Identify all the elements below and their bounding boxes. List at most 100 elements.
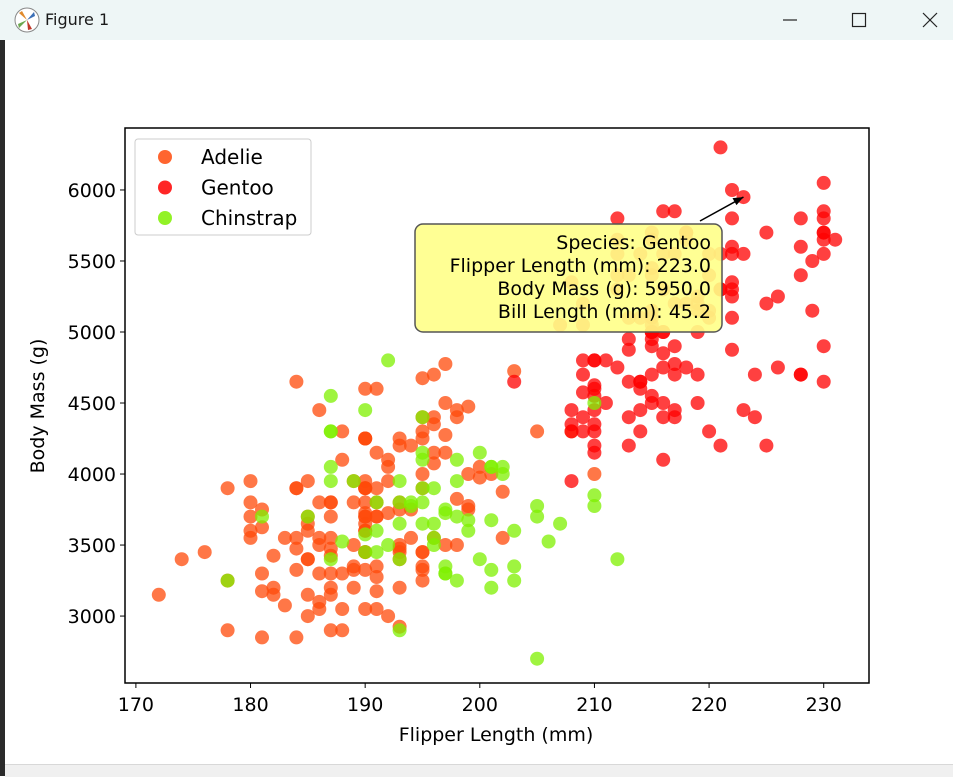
- x-tick-label: 200: [462, 694, 498, 716]
- data-point: [484, 562, 499, 577]
- data-point: [323, 623, 338, 638]
- data-point: [587, 438, 602, 453]
- matplotlib-app-icon: [14, 7, 40, 33]
- data-point: [369, 381, 384, 396]
- data-point: [312, 602, 327, 616]
- data-point: [461, 499, 476, 513]
- data-point: [266, 548, 281, 563]
- axes-border: [124, 127, 870, 684]
- maximize-button[interactable]: [836, 0, 882, 40]
- data-point: [507, 364, 522, 379]
- data-point: [564, 474, 579, 489]
- data-point: [312, 530, 327, 545]
- x-tick-label: 210: [576, 694, 612, 716]
- data-point: [369, 559, 384, 574]
- data-point: [323, 566, 338, 581]
- data-point: [759, 438, 774, 453]
- close-button[interactable]: [907, 0, 953, 40]
- data-point: [472, 552, 487, 567]
- data-point: [449, 573, 464, 588]
- data-point: [426, 417, 441, 432]
- data-point: [426, 481, 441, 496]
- data-point: [725, 282, 739, 297]
- data-point: [702, 424, 717, 439]
- data-point: [392, 552, 407, 567]
- data-point: [472, 459, 487, 474]
- x-axis-label: Flipper Length (mm): [399, 724, 594, 746]
- data-point: [759, 225, 774, 240]
- annotation-arrowhead: [732, 197, 744, 206]
- data-point: [289, 541, 304, 556]
- data-point: [358, 403, 373, 418]
- data-point: [277, 598, 292, 613]
- data-point: [197, 545, 212, 560]
- data-point: [564, 403, 579, 418]
- data-point: [381, 474, 396, 489]
- data-point: [553, 516, 568, 531]
- data-point: [598, 353, 613, 368]
- data-point: [736, 403, 751, 418]
- window-title: Figure 1: [45, 10, 110, 29]
- data-point: [530, 509, 545, 524]
- x-tick-label: 190: [347, 694, 383, 716]
- data-point: [587, 396, 602, 410]
- data-point: [392, 431, 407, 446]
- data-point: [323, 509, 338, 524]
- data-point: [415, 452, 430, 467]
- data-point: [461, 523, 476, 538]
- data-point: [576, 367, 590, 382]
- data-point: [358, 527, 373, 542]
- data-points: [151, 140, 843, 666]
- data-point: [381, 609, 396, 624]
- data-point: [220, 623, 235, 638]
- navigation-toolbar: [5, 764, 953, 777]
- data-point: [289, 374, 304, 389]
- annotation-line: Body Mass (g): 5950.0: [497, 278, 711, 300]
- data-point: [300, 474, 315, 489]
- data-point: [816, 204, 831, 219]
- annotation-line: Species: Gentoo: [556, 232, 711, 254]
- data-point: [461, 467, 476, 481]
- data-point: [243, 474, 258, 489]
- data-point: [358, 602, 373, 616]
- data-point: [633, 424, 648, 439]
- data-point: [610, 360, 625, 375]
- data-point: [610, 552, 625, 567]
- data-point: [415, 481, 430, 496]
- data-point: [805, 254, 820, 268]
- data-point: [725, 239, 739, 254]
- data-point: [656, 360, 671, 375]
- data-point: [644, 332, 659, 347]
- data-point: [770, 360, 785, 375]
- data-point: [667, 339, 682, 354]
- minimize-button[interactable]: [767, 0, 813, 40]
- data-point: [392, 474, 407, 489]
- x-tick-label: 220: [691, 694, 727, 716]
- data-point: [656, 396, 671, 410]
- y-tick-label: 6000: [68, 180, 116, 202]
- data-point: [255, 509, 269, 524]
- legend-label: Adelie: [201, 145, 263, 169]
- data-point: [220, 481, 235, 496]
- data-point: [243, 509, 258, 524]
- data-point: [587, 353, 602, 368]
- data-point: [369, 523, 384, 538]
- data-point: [667, 403, 682, 418]
- data-point: [404, 438, 418, 453]
- data-point: [335, 452, 350, 467]
- data-point: [369, 481, 384, 496]
- data-point: [255, 566, 269, 581]
- data-point: [679, 360, 694, 375]
- data-point: [335, 623, 350, 638]
- data-point: [335, 534, 350, 549]
- data-point: [323, 541, 338, 556]
- data-point: [507, 573, 522, 588]
- data-point: [300, 552, 315, 567]
- data-point: [323, 388, 338, 403]
- legend-marker: [158, 180, 172, 195]
- data-point: [312, 495, 327, 510]
- data-point: [576, 410, 590, 425]
- data-point: [323, 474, 338, 489]
- data-point: [392, 623, 407, 638]
